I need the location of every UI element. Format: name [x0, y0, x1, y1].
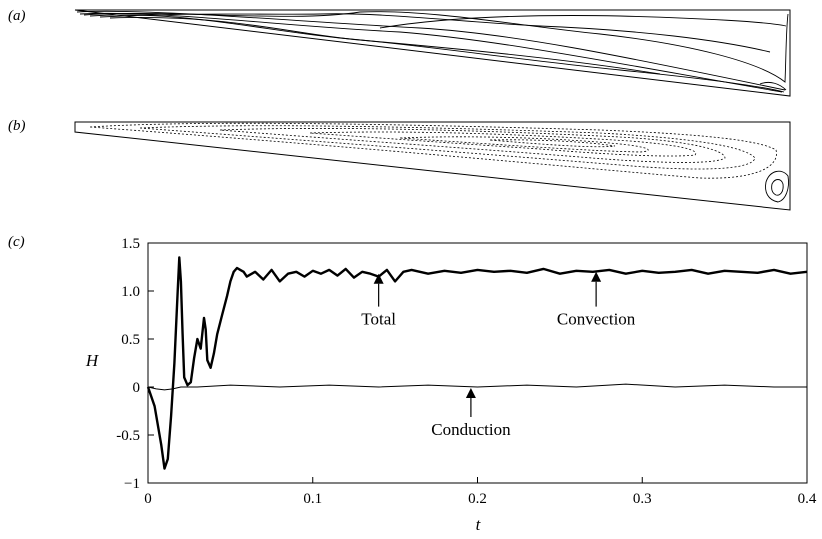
annotation-label: Convection	[557, 310, 636, 329]
contour-line	[76, 10, 786, 91]
series-line-conduction	[147, 383, 807, 391]
y-tick-label: 0	[133, 380, 141, 396]
streamline	[399, 136, 649, 153]
x-axis-title: t	[476, 515, 482, 534]
annotation-arrow-head	[591, 271, 602, 282]
contour-panel-a	[74, 9, 791, 97]
x-tick-label: 0.3	[633, 491, 652, 507]
contour-line	[379, 15, 787, 29]
domain-boundary-b	[74, 121, 791, 211]
x-tick-label: 0.4	[798, 491, 817, 507]
domain-boundary-a	[74, 9, 791, 97]
y-tick-label: 1.5	[121, 236, 140, 252]
streamline	[139, 125, 756, 170]
annotation-label: Conduction	[431, 420, 511, 439]
annotation-label: Total	[361, 310, 396, 329]
panel-label-c: (c)	[8, 234, 25, 250]
axis-ticks: 0 0.1 0.2 0.3 0.4 −1 -0.5 0 0.5 1.0 1.5	[116, 236, 817, 507]
y-tick-label: 0.5	[121, 332, 140, 348]
streamline	[489, 139, 616, 148]
annotations: Total Convection Conduction	[361, 271, 636, 439]
contour-line	[759, 81, 787, 91]
panel-label-a: (a)	[8, 8, 26, 24]
streamline	[219, 128, 726, 163]
annotation-arrow-head	[373, 273, 384, 284]
contour-line	[83, 11, 789, 83]
annotation-arrow-head	[465, 387, 476, 398]
y-axis-title: H	[85, 351, 100, 370]
y-tick-label: -0.5	[116, 428, 140, 444]
contour-line	[109, 17, 661, 75]
streamline	[309, 131, 697, 157]
contour-line	[79, 12, 783, 93]
series-line-total	[146, 256, 808, 470]
x-tick-label: 0.1	[303, 491, 322, 507]
x-tick-label: 0	[144, 491, 152, 507]
panel-label-b: (b)	[8, 118, 26, 134]
contour-line	[99, 13, 771, 53]
plot-frame	[147, 242, 808, 484]
x-tick-label: 0.2	[468, 491, 487, 507]
y-tick-label: −1	[124, 476, 140, 492]
chart-panel-c: 0 0.1 0.2 0.3 0.4 −1 -0.5 0 0.5 1.0 1.5 Total Conve…	[85, 236, 817, 534]
eddy-cell	[765, 170, 789, 203]
series-lines	[146, 256, 808, 470]
streamline	[89, 122, 777, 179]
contour-panel-b	[74, 121, 791, 211]
y-tick-label: 1.0	[121, 284, 140, 300]
eddy-cell	[771, 179, 784, 196]
